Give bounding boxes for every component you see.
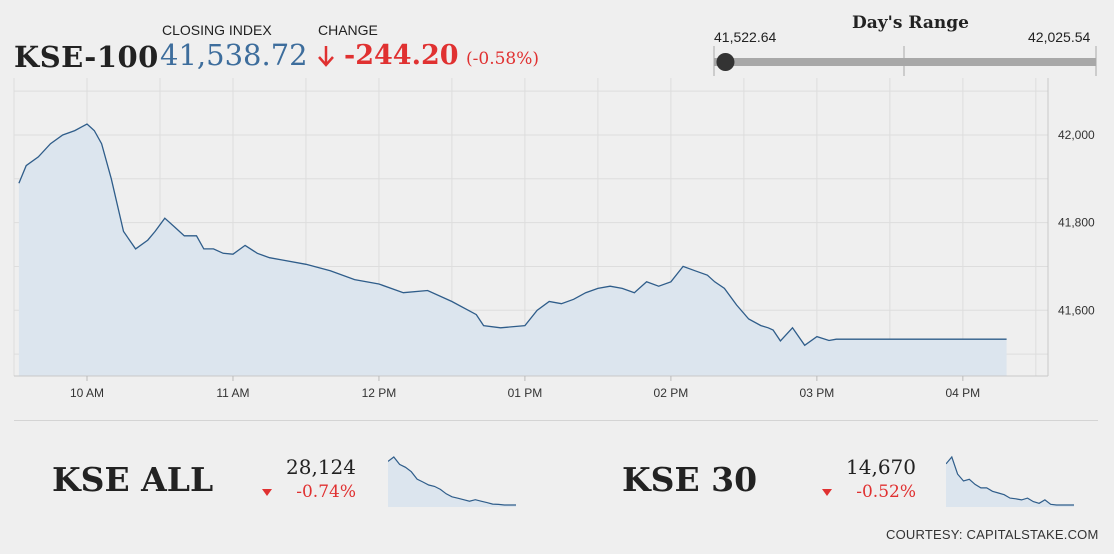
price-line bbox=[18, 123, 1007, 347]
down-arrow-icon bbox=[318, 46, 334, 67]
kse100-intraday-chart: 10 AM 11 AM 12 PM 01 PM 02 PM 03 PM 04 PM 41,6… bbox=[13, 78, 1095, 400]
days-range-slider bbox=[713, 46, 1097, 76]
x-tick-label: 01 PM bbox=[508, 386, 543, 400]
kse-30-spark-area bbox=[946, 457, 1074, 507]
y-axis-ticks: 41,600 41,800 42,000 bbox=[1058, 128, 1095, 317]
kse-30-down-icon bbox=[822, 489, 832, 496]
x-tick-label: 11 AM bbox=[216, 386, 249, 400]
kse-30-value: 14,670 bbox=[846, 455, 916, 479]
y-tick-label: 42,000 bbox=[1058, 128, 1095, 142]
x-tick-label: 02 PM bbox=[654, 386, 689, 400]
x-tick-label: 04 PM bbox=[946, 386, 981, 400]
range-track bbox=[714, 58, 1096, 66]
kse-all-spark-line bbox=[388, 456, 516, 506]
days-range-low: 41,522.64 bbox=[714, 29, 777, 45]
days-range-high: 42,025.54 bbox=[1028, 29, 1091, 45]
closing-index-value: 41,538.72 bbox=[160, 38, 308, 72]
range-marker bbox=[716, 53, 735, 71]
change-label: CHANGE bbox=[318, 22, 378, 38]
kse-30-change: -0.52% bbox=[856, 482, 916, 502]
days-range-title: Day's Range bbox=[852, 13, 969, 33]
kse-all-name: KSE ALL bbox=[52, 460, 214, 499]
kse-all-change: -0.74% bbox=[296, 482, 356, 502]
change-value: -244.20 bbox=[344, 40, 459, 71]
x-tick-label: 12 PM bbox=[362, 386, 397, 400]
kse-30-spark-line bbox=[946, 455, 1074, 506]
x-tick-label: 10 AM bbox=[70, 386, 104, 400]
kse-all-sparkline bbox=[388, 456, 516, 507]
y-tick-label: 41,600 bbox=[1058, 303, 1095, 317]
y-tick-label: 41,800 bbox=[1058, 216, 1095, 230]
x-tick-label: 03 PM bbox=[800, 386, 835, 400]
closing-index-label: CLOSING INDEX bbox=[162, 22, 272, 38]
kse-30-name: KSE 30 bbox=[622, 460, 758, 499]
x-axis-ticks: 10 AM 11 AM 12 PM 01 PM 02 PM 03 PM 04 PM bbox=[70, 376, 980, 400]
change-percent: (-0.58%) bbox=[466, 49, 540, 69]
section-divider bbox=[14, 420, 1098, 421]
price-area bbox=[18, 124, 1007, 376]
kse-all-down-icon bbox=[262, 489, 272, 496]
index-title: KSE-100 bbox=[14, 40, 159, 74]
kse-all-value: 28,124 bbox=[286, 455, 356, 479]
kse-all-spark-area bbox=[388, 457, 516, 507]
courtesy-credit: COURTESY: CAPITALSTAKE.COM bbox=[886, 527, 1099, 542]
kse-30-sparkline bbox=[946, 455, 1074, 507]
